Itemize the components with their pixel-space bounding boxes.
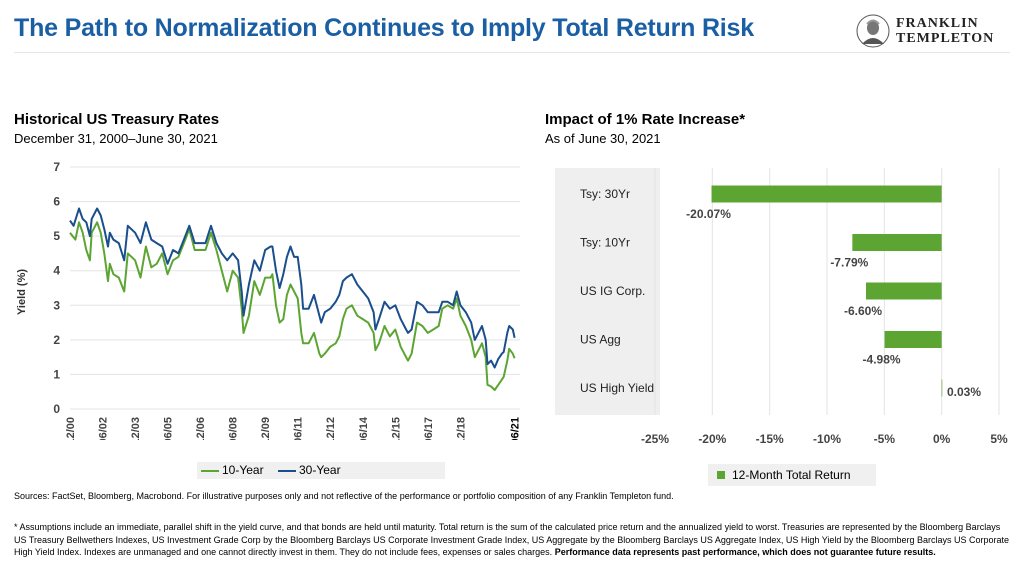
page-title: The Path to Normalization Continues to I… [14, 14, 754, 42]
x-tick-label: 12/15 [390, 417, 402, 440]
x-tick-label: 06/17 [423, 417, 435, 440]
x-tick-label: -15% [756, 432, 784, 446]
y-axis-label: Yield (%) [16, 269, 28, 315]
category-label: US Agg [580, 333, 621, 347]
legend-swatch-30-year [278, 470, 296, 472]
bar-chart-legend: 12-Month Total Return [708, 464, 876, 486]
bar-tsy-10yr [852, 234, 942, 251]
y-tick-label: 6 [53, 195, 60, 209]
category-label: Tsy: 30Yr [580, 187, 630, 201]
bar-us-ig-corp [865, 282, 942, 300]
sources-note: Sources: FactSet, Bloomberg, Macrobond. … [14, 491, 674, 501]
left-chart-subtitle: December 31, 2000–June 30, 2021 [14, 131, 218, 146]
logo-wordmark-line1: FRANKLIN [896, 16, 979, 31]
category-label: US High Yield [580, 381, 654, 395]
y-tick-label: 0 [53, 402, 60, 416]
legend-swatch-10-year [201, 470, 219, 472]
x-tick-label: 06/21 [510, 417, 522, 440]
data-label: -7.79% [830, 256, 868, 270]
bar-us-high-yield [941, 379, 943, 397]
x-tick-label: -5% [874, 432, 896, 446]
legend-label-30-year: 30-Year [299, 463, 341, 477]
x-tick-label: 12/00 [65, 417, 77, 440]
footnote-disclaimer: Performance data represents past perform… [554, 547, 936, 557]
footnote-text: * Assumptions include an immediate, para… [14, 522, 1009, 557]
x-tick-label: 06/14 [358, 416, 370, 440]
data-label: 0.03% [947, 385, 981, 399]
x-tick-label: 12/03 [130, 417, 142, 440]
x-tick-label: 12/06 [195, 417, 207, 440]
y-tick-label: 1 [53, 367, 60, 381]
category-label-panel [555, 168, 660, 415]
y-tick-label: 7 [53, 160, 60, 174]
x-tick-label: 12/09 [260, 417, 272, 440]
x-tick-label: 06/05 [163, 417, 175, 440]
category-label: US IG Corp. [580, 284, 645, 298]
category-label: Tsy: 10Yr [580, 236, 630, 250]
y-tick-label: 5 [53, 229, 60, 243]
x-tick-label: 12/12 [325, 417, 337, 440]
rate-increase-bar-chart: Tsy: 30Yr Tsy: 10Yr US IG Corp. US Agg US Hi… [555, 168, 1008, 446]
x-tick-label: -25% [641, 432, 669, 446]
legend-swatch-total-return [717, 471, 725, 479]
line-chart-legend: 10-Year 30-Year [197, 462, 445, 479]
x-tick-label: 5% [990, 432, 1008, 446]
treasury-rates-line-chart: 0 1 2 3 4 5 6 7 12/00 06/02 12/03 06/05 12/06 06/08 1… [16, 160, 522, 440]
y-tick-label: 4 [53, 264, 60, 278]
legend-label-10-year: 10-Year [222, 463, 264, 477]
footnote: * Assumptions include an immediate, para… [14, 521, 1014, 559]
right-chart-title: Impact of 1% Rate Increase* [545, 111, 746, 128]
y-tick-label: 2 [53, 333, 60, 347]
x-tick-label: 12/18 [455, 417, 467, 440]
legend-label-total-return: 12-Month Total Return [732, 468, 851, 482]
left-chart-title: Historical US Treasury Rates [14, 111, 220, 128]
x-tick-label: -10% [813, 432, 841, 446]
y-tick-label: 3 [53, 298, 60, 312]
franklin-templeton-logo: FRANKLIN TEMPLETON [856, 14, 1006, 48]
logo-wordmark-line2: TEMPLETON [896, 31, 995, 46]
bar-us-agg [884, 331, 942, 348]
x-tick-label: -20% [698, 432, 726, 446]
x-tick-label: 0% [933, 432, 951, 446]
series-line-30-year [69, 207, 516, 369]
x-tick-label: 06/02 [98, 417, 110, 440]
portrait-seal-icon [856, 14, 890, 48]
data-label: -20.07% [686, 207, 731, 221]
data-label: -4.98% [863, 353, 901, 367]
header-divider [14, 52, 1010, 53]
right-chart-subtitle: As of June 30, 2021 [545, 131, 661, 146]
bar-tsy-30yr [711, 185, 942, 203]
data-label: -6.60% [844, 304, 882, 318]
series-line-10-year [69, 221, 516, 391]
x-tick-label: 06/08 [228, 417, 240, 440]
x-tick-label: 06/11 [293, 417, 305, 440]
